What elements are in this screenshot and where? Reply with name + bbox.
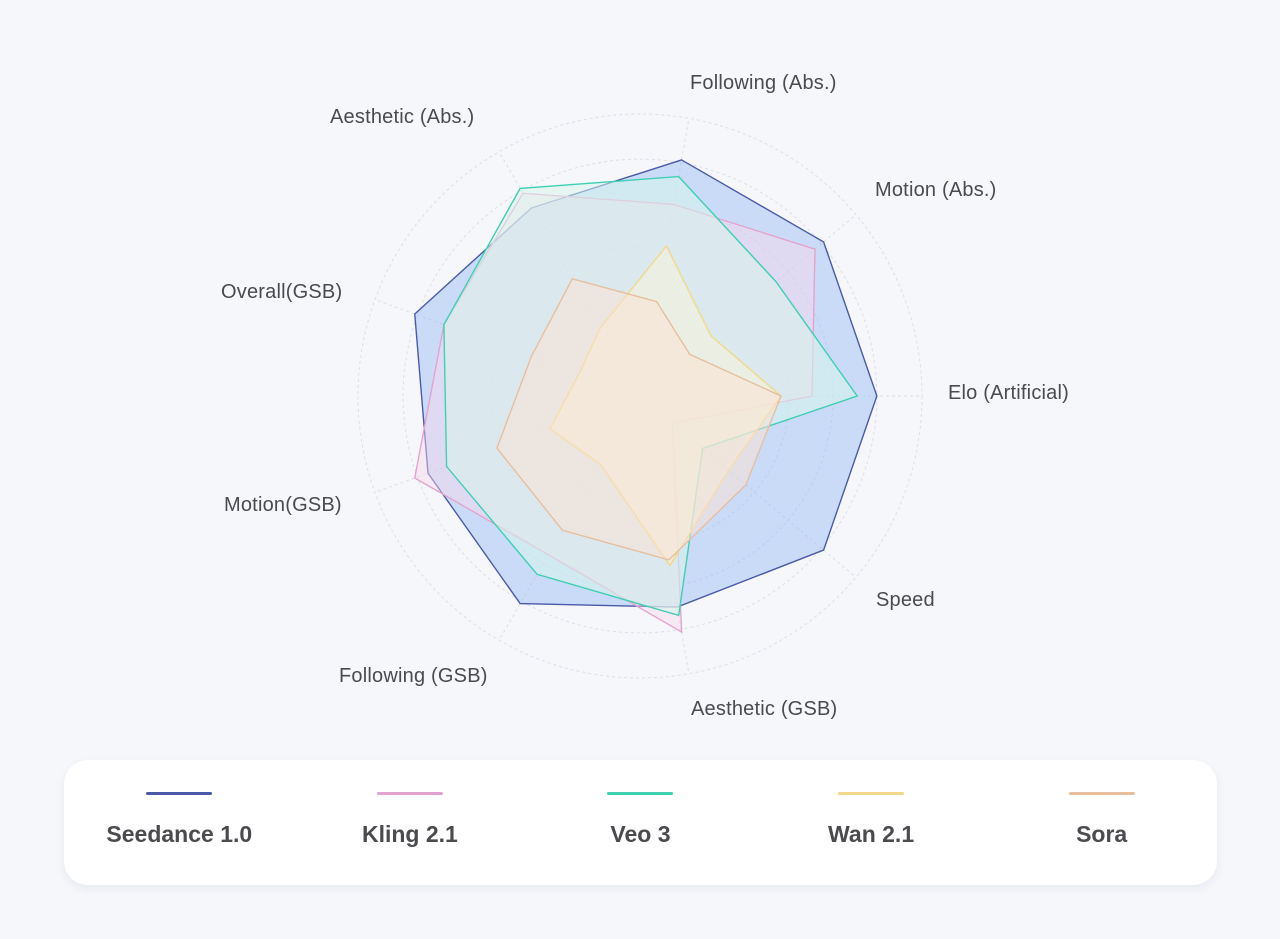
axis-label: Aesthetic (GSB) [691, 698, 838, 720]
legend-swatch-line-icon [146, 791, 213, 795]
axis-label: Motion(GSB) [224, 494, 342, 516]
axis-label: Following (Abs.) [690, 72, 837, 94]
axis-label: Following (GSB) [339, 665, 488, 687]
legend-item-kling[interactable]: Kling 2.1 [298, 791, 521, 848]
legend-label: Kling 2.1 [361, 820, 458, 847]
axis-label: Motion (Abs.) [875, 179, 997, 201]
legend-swatch-line-icon [838, 791, 905, 795]
legend-label: Veo 3 [610, 820, 671, 847]
legend-label: Wan 2.1 [828, 820, 915, 847]
legend-item-sora[interactable]: Sora [990, 791, 1213, 848]
axis-label: Elo (Artificial) [948, 382, 1069, 404]
legend-swatch-line-icon [607, 791, 674, 795]
radar-plot [357, 113, 923, 679]
axis-label: Speed [876, 589, 935, 611]
radar-chart: Following (Abs.) Motion (Abs.) Elo (Artifi… [221, 72, 1069, 720]
legend-item-wan[interactable]: Wan 2.1 [760, 791, 983, 848]
legend-label: Sora [1076, 820, 1128, 847]
grid-ring [357, 113, 923, 679]
axis-label: Overall(GSB) [221, 281, 343, 303]
legend: Seedance 1.0 Kling 2.1 Veo 3 Wan 2.1 Sor… [64, 760, 1217, 885]
series-polygon [496, 277, 782, 561]
axis-spoke [639, 395, 857, 578]
legend-swatch-line-icon [376, 791, 443, 795]
legend-item-seedance[interactable]: Seedance 1.0 [68, 791, 291, 848]
legend-swatch-line-icon [1068, 791, 1135, 795]
axis-label: Aesthetic (Abs.) [330, 106, 475, 128]
legend-label: Seedance 1.0 [106, 820, 253, 847]
legend-item-veo[interactable]: Veo 3 [529, 791, 752, 848]
